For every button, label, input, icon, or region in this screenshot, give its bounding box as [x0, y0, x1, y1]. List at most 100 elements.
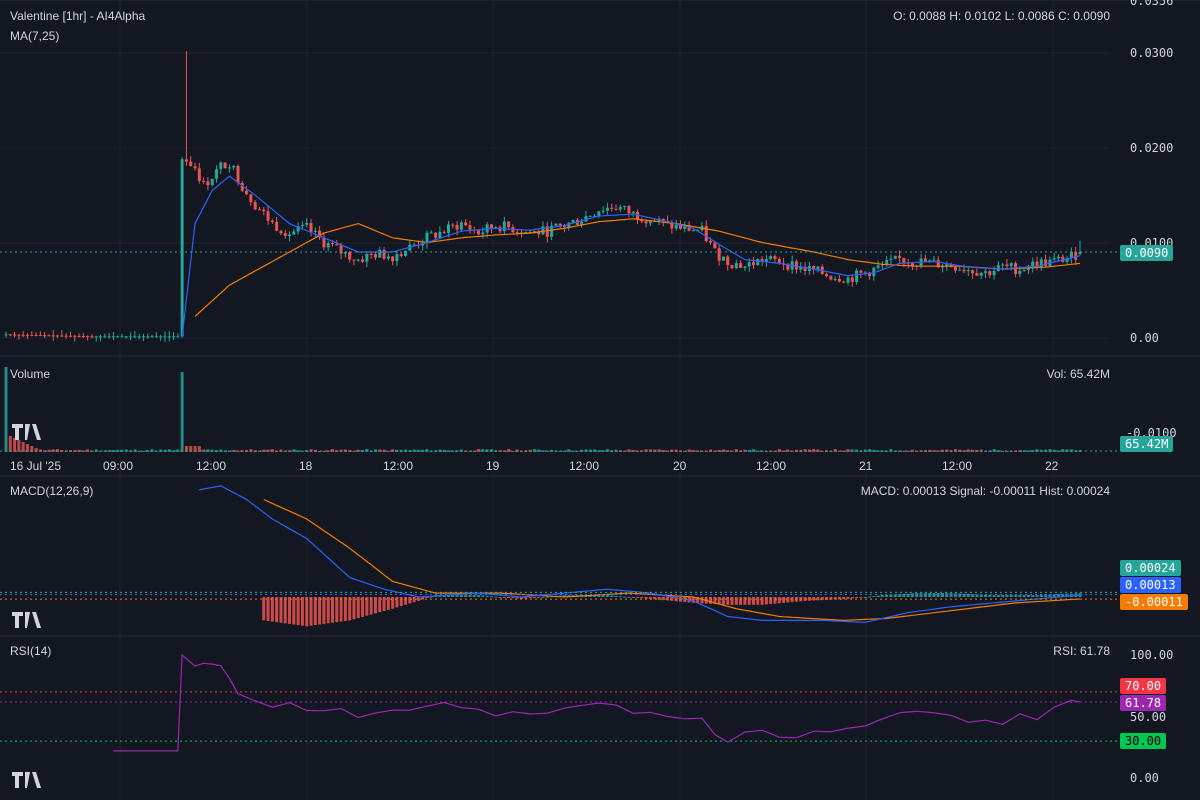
macd-histogram-bar — [532, 597, 536, 598]
time-label-1200-e: 12:00 — [942, 459, 973, 473]
macd-histogram-bar — [820, 597, 824, 601]
candle-body — [743, 266, 747, 268]
candle-body — [880, 264, 884, 266]
volume-bar — [820, 450, 824, 452]
ohlc-readout: O: 0.0088 H: 0.0102 L: 0.0086 C: 0.0090 — [893, 9, 1110, 23]
candle-body — [99, 336, 103, 338]
macd-histogram-bar — [816, 597, 820, 601]
macd-line-tag: 0.00013 — [1120, 577, 1181, 593]
macd-pane[interactable] — [0, 485, 1120, 627]
candle-body — [953, 266, 957, 271]
macd-histogram-bar — [941, 593, 945, 597]
candle-body — [1009, 263, 1013, 267]
candle-body — [550, 225, 554, 237]
macd-histogram-bar — [283, 597, 287, 624]
candle-body — [601, 210, 605, 212]
macd-histogram-bar — [279, 597, 283, 623]
volume-bar — [266, 449, 270, 452]
candle-body — [468, 225, 472, 230]
candle-body — [300, 224, 304, 227]
candle-body — [691, 230, 695, 232]
volume-bar — [1026, 450, 1030, 452]
candle-body — [150, 336, 154, 338]
candle-body — [481, 232, 485, 235]
volume-bar — [240, 450, 244, 452]
volume-bar — [902, 450, 906, 452]
candle-body — [184, 159, 188, 162]
macd-histogram-bar — [343, 597, 347, 621]
candle-body — [365, 254, 369, 262]
volume-bar — [747, 449, 751, 452]
macd-histogram-bar — [623, 596, 627, 598]
macd-histogram-bar — [356, 597, 360, 619]
candle-body — [129, 336, 133, 338]
last-price-tag: 0.0090 — [1120, 245, 1174, 261]
volume-bar — [717, 449, 721, 452]
volume-bar — [636, 450, 640, 452]
volume-bar — [571, 450, 575, 452]
macd-histogram-bar — [1018, 595, 1022, 597]
macd-histogram-bar — [305, 597, 309, 627]
volume-bar — [996, 450, 1000, 452]
volume-bar — [13, 438, 17, 452]
macd-histogram-bar — [399, 597, 403, 607]
candle-body — [4, 334, 8, 336]
macd-histogram-bar — [1061, 593, 1065, 597]
candle-body — [966, 270, 970, 272]
macd-histogram-bar — [992, 595, 996, 597]
volume-bar — [408, 450, 412, 452]
candle-body — [240, 182, 244, 191]
volume-bar — [111, 449, 115, 452]
volume-bar — [296, 450, 300, 452]
volume-bar — [1057, 450, 1061, 452]
macd-histogram-bar — [464, 595, 468, 597]
volume-bar — [1031, 450, 1035, 452]
macd-histogram-bar — [507, 597, 511, 598]
candle-body — [1022, 269, 1026, 271]
volume-bar — [73, 450, 77, 452]
macd-histogram-bar — [391, 597, 395, 609]
volume-bar — [356, 449, 360, 452]
volume-bar — [485, 449, 489, 452]
volume-bar — [936, 450, 940, 452]
candle-body — [726, 256, 730, 266]
volume-bar — [816, 449, 820, 452]
macd-histogram-bar — [442, 595, 446, 597]
macd-histogram-bar — [352, 597, 356, 620]
macd-histogram-bar — [906, 593, 910, 597]
candle-body — [661, 218, 665, 221]
candle-body — [64, 335, 68, 337]
macd-histogram-bar — [842, 597, 846, 600]
price-pane[interactable] — [0, 51, 1120, 342]
volume-bar — [515, 449, 519, 452]
candle-body — [764, 259, 768, 262]
volume-bar — [777, 449, 781, 452]
rsi-pane[interactable] — [0, 653, 1120, 752]
tradingview-logo-icon — [12, 772, 41, 788]
macd-histogram-bar — [812, 597, 816, 601]
macd-signal-line — [263, 498, 1081, 622]
macd-histogram-bar — [348, 597, 352, 621]
candle-body — [855, 270, 859, 282]
macd-histogram-bar — [898, 594, 902, 597]
volume-bar — [4, 367, 8, 452]
volume-bar — [163, 449, 167, 452]
candle-body — [558, 223, 562, 226]
volume-bar — [416, 449, 420, 452]
macd-histogram-bar — [859, 597, 863, 598]
candle-body — [721, 256, 725, 261]
candle-body — [1044, 259, 1048, 267]
time-label-jul16: 16 Jul '25 — [10, 459, 61, 473]
candle-body — [867, 272, 871, 277]
candle-body — [515, 232, 519, 234]
candle-body — [648, 220, 652, 224]
volume-pane[interactable] — [0, 367, 1120, 452]
volume-bar — [472, 450, 476, 452]
candle-body — [636, 211, 640, 220]
volume-bar — [262, 449, 266, 452]
volume-bar — [567, 449, 571, 452]
candle-body — [451, 224, 455, 226]
volume-bar — [326, 450, 330, 452]
volume-bar — [172, 450, 176, 452]
